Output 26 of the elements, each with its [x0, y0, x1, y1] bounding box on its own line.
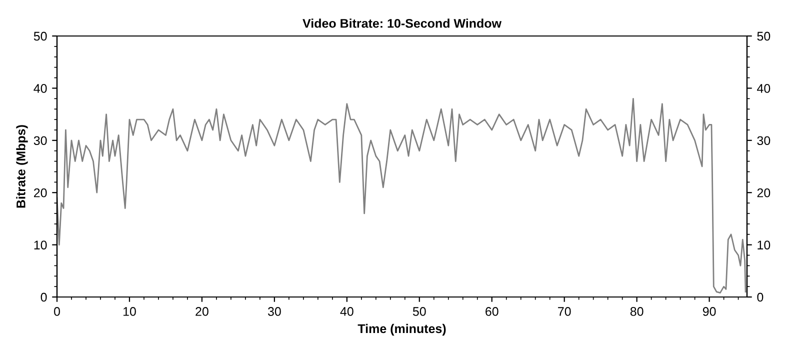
chart-title: Video Bitrate: 10-Second Window — [302, 18, 502, 28]
x-tick-label: 10 — [123, 307, 136, 316]
y-axis-title: Bitrate (Mbps) — [16, 125, 28, 208]
line-series — [57, 98, 746, 294]
y-tick-label: 40 — [34, 84, 47, 93]
y2-tick-label: 50 — [757, 32, 770, 41]
x-tick-label: 20 — [196, 307, 208, 316]
y-tick-label: 0 — [40, 292, 47, 302]
y2-tick-label: 20 — [757, 188, 770, 198]
y-tick-label: 20 — [34, 188, 47, 198]
y2-tick-label: 30 — [757, 136, 770, 146]
x-tick-label: 40 — [340, 307, 354, 316]
x-axis-title: Time (minutes) — [358, 324, 446, 336]
y-tick-label: 50 — [34, 32, 47, 41]
y2-tick-label: 10 — [758, 240, 770, 250]
x-tick-label: 70 — [558, 307, 571, 316]
y2-tick-label: 0 — [757, 292, 764, 302]
x-tick-label: 30 — [268, 307, 281, 316]
y-tick-label: 10 — [34, 240, 47, 250]
x-tick-label: 90 — [702, 307, 716, 316]
y-tick-label: 30 — [34, 136, 47, 146]
y2-tick-label: 40 — [757, 84, 770, 93]
x-tick-label: 60 — [486, 307, 498, 316]
x-tick-label: 80 — [630, 307, 644, 316]
x-tick-label: 50 — [412, 307, 426, 316]
x-tick-label: 0 — [54, 307, 60, 316]
